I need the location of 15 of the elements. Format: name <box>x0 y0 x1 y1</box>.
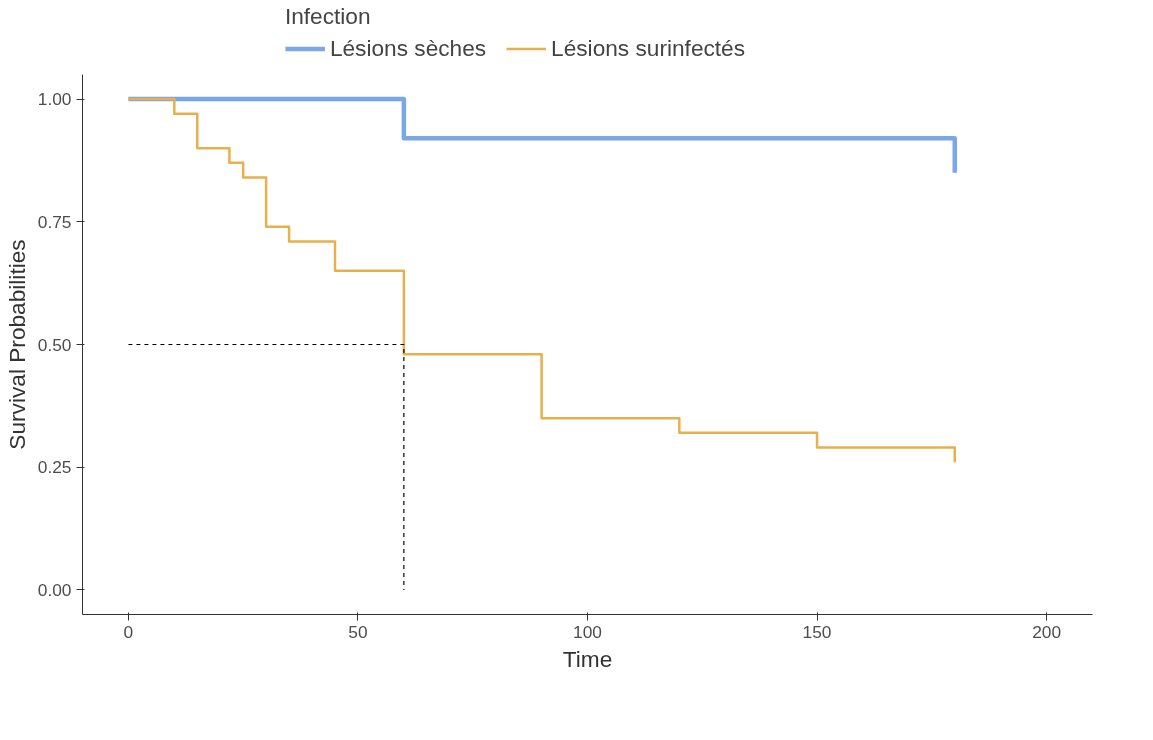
y-tick-label: 0.00 <box>37 579 72 600</box>
x-tick-label: 50 <box>348 621 368 642</box>
y-axis-title: Survival Probabilities <box>3 239 30 450</box>
x-tick-label: 100 <box>573 621 602 642</box>
legend-label: Lésions sèches <box>329 34 487 62</box>
legend-title: Infection <box>284 2 372 30</box>
x-tick-label: 200 <box>1032 621 1062 642</box>
x-axis-title: Time <box>562 645 613 672</box>
legend-label: Lésions surinfectés <box>551 34 746 62</box>
y-tick-label: 1.00 <box>37 89 72 110</box>
y-tick-label: 0.50 <box>37 334 72 355</box>
y-tick-label: 0.25 <box>37 457 72 478</box>
x-tick-label: 0 <box>123 621 134 642</box>
x-tick-label: 150 <box>802 621 832 642</box>
y-tick-label: 0.75 <box>37 211 72 232</box>
